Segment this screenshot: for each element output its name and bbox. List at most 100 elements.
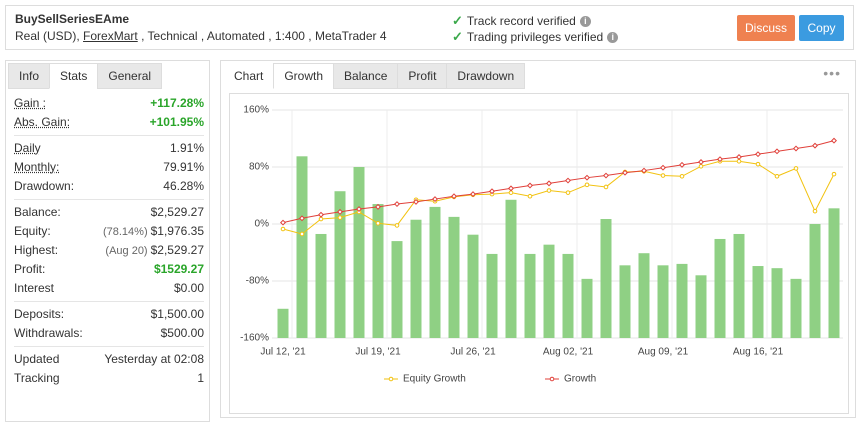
- stat-label: Daily: [14, 141, 41, 155]
- marker: [812, 208, 818, 214]
- stat-value: 46.28%: [163, 179, 204, 193]
- marker: [508, 185, 514, 192]
- menu-icon[interactable]: •••: [823, 65, 841, 81]
- stat-group: Daily 1.91% Monthly: 79.91% Drawdown: 46.28%: [14, 135, 204, 199]
- verification: ✓ Track record verified i: [452, 13, 591, 29]
- marker: [375, 220, 381, 226]
- bar: [752, 266, 764, 338]
- marker: [755, 161, 761, 167]
- marker: [508, 190, 514, 195]
- bar: [410, 219, 422, 338]
- marker: [717, 156, 723, 163]
- stat-row: Deposits: $1,500.00: [14, 305, 204, 324]
- bar: [467, 234, 479, 338]
- tab[interactable]: Info: [8, 63, 51, 89]
- stat-value-wrap: 46.28%: [163, 177, 204, 196]
- stat-group: Gain : +117.28% Abs. Gain: +101.95%: [14, 91, 204, 135]
- stat-label: Tracking: [14, 371, 60, 385]
- bar: [562, 253, 574, 338]
- tab[interactable]: Profit: [397, 63, 448, 89]
- marker: [793, 145, 799, 152]
- stat-value: $1529.27: [153, 262, 204, 276]
- stat-row: Drawdown: 46.28%: [14, 177, 204, 196]
- marker: [337, 208, 343, 215]
- marker: [356, 206, 362, 213]
- stat-value: 79.91%: [163, 160, 204, 174]
- marker: [793, 166, 799, 171]
- bar: [315, 233, 327, 338]
- marker: [774, 148, 780, 155]
- info-icon[interactable]: i: [579, 15, 591, 27]
- tab[interactable]: Stats: [49, 63, 99, 89]
- legend-marker: [549, 376, 555, 382]
- tab[interactable]: Growth: [273, 63, 335, 89]
- stat-row: Tracking 1: [14, 369, 204, 388]
- bar: [695, 275, 707, 338]
- stat-label: Abs. Gain:: [14, 115, 71, 129]
- y-tick-label: 80%: [249, 162, 269, 173]
- marker: [527, 193, 533, 199]
- stat-value: $1,976.35: [150, 224, 204, 238]
- marker: [584, 182, 590, 188]
- bar: [296, 156, 308, 338]
- stat-value: +101.95%: [149, 115, 204, 129]
- stat-value-wrap: +101.95%: [150, 113, 204, 132]
- marker: [584, 174, 590, 181]
- stat-row: Profit: $1529.27: [14, 260, 204, 279]
- stat-group: Deposits: $1,500.00 Withdrawals: $500.00: [14, 301, 204, 346]
- broker-link[interactable]: ForexMart: [83, 29, 138, 43]
- stat-value: $500.00: [160, 326, 204, 340]
- marker: [698, 163, 704, 169]
- stat-value: $2,529.27: [150, 205, 204, 219]
- bar: [334, 191, 346, 338]
- x-tick-label: Aug 09, '21: [638, 347, 689, 358]
- stat-value-wrap: $2,529.27: [151, 203, 204, 222]
- y-tick-label: 0%: [255, 219, 270, 230]
- marker: [394, 223, 400, 228]
- stat-label: Monthly:: [14, 160, 60, 174]
- marker: [603, 184, 609, 190]
- marker: [489, 188, 495, 195]
- bar: [638, 253, 650, 338]
- tab[interactable]: Drawdown: [446, 63, 526, 89]
- line: [282, 160, 835, 235]
- marker: [413, 198, 419, 205]
- tab[interactable]: Balance: [333, 63, 399, 89]
- stat-row: Equity: (78.14%) $1,976.35: [14, 222, 204, 241]
- marker: [736, 154, 742, 160]
- stat-value: +117.28%: [150, 96, 204, 110]
- verification: ✓ Trading privileges verified i: [452, 29, 619, 45]
- marker: [470, 191, 476, 198]
- stat-row: Monthly: 79.91%: [14, 158, 204, 177]
- line: [282, 140, 835, 224]
- tab[interactable]: General: [97, 63, 163, 89]
- marker: [774, 173, 780, 179]
- bar: [543, 244, 555, 338]
- stat-label: Drawdown:: [14, 179, 75, 193]
- discuss-button[interactable]: Discuss: [737, 15, 795, 41]
- marker: [660, 173, 666, 178]
- marker: [660, 164, 666, 171]
- marker: [546, 180, 552, 187]
- legend-label: Growth: [564, 374, 596, 385]
- marker: [603, 172, 609, 179]
- stat-row: Gain : +117.28%: [14, 94, 204, 113]
- info-icon[interactable]: i: [607, 31, 619, 43]
- marker: [755, 151, 761, 158]
- stat-value-wrap: (78.14%) $1,976.35: [103, 222, 204, 241]
- x-tick-label: Jul 12, '21: [260, 347, 306, 358]
- copy-button[interactable]: Copy: [799, 15, 844, 41]
- bar: [353, 167, 365, 338]
- stat-note: (Aug 20): [105, 245, 148, 257]
- bar: [809, 224, 821, 338]
- marker: [299, 231, 305, 237]
- stats-panel: Info Stats General Gain : +117.28% Abs. Gain…: [5, 60, 210, 422]
- stat-label: Equity:: [14, 224, 51, 238]
- marker: [698, 159, 704, 165]
- verification-text: Track record verified: [466, 14, 576, 28]
- subtitle-suffix: , Technical , Automated , 1:400 , MetaTr…: [141, 29, 387, 43]
- stat-value: Yesterday at 02:08: [104, 352, 204, 366]
- marker: [679, 161, 685, 168]
- stat-value: 1: [197, 371, 204, 385]
- stat-note: (78.14%): [102, 226, 148, 238]
